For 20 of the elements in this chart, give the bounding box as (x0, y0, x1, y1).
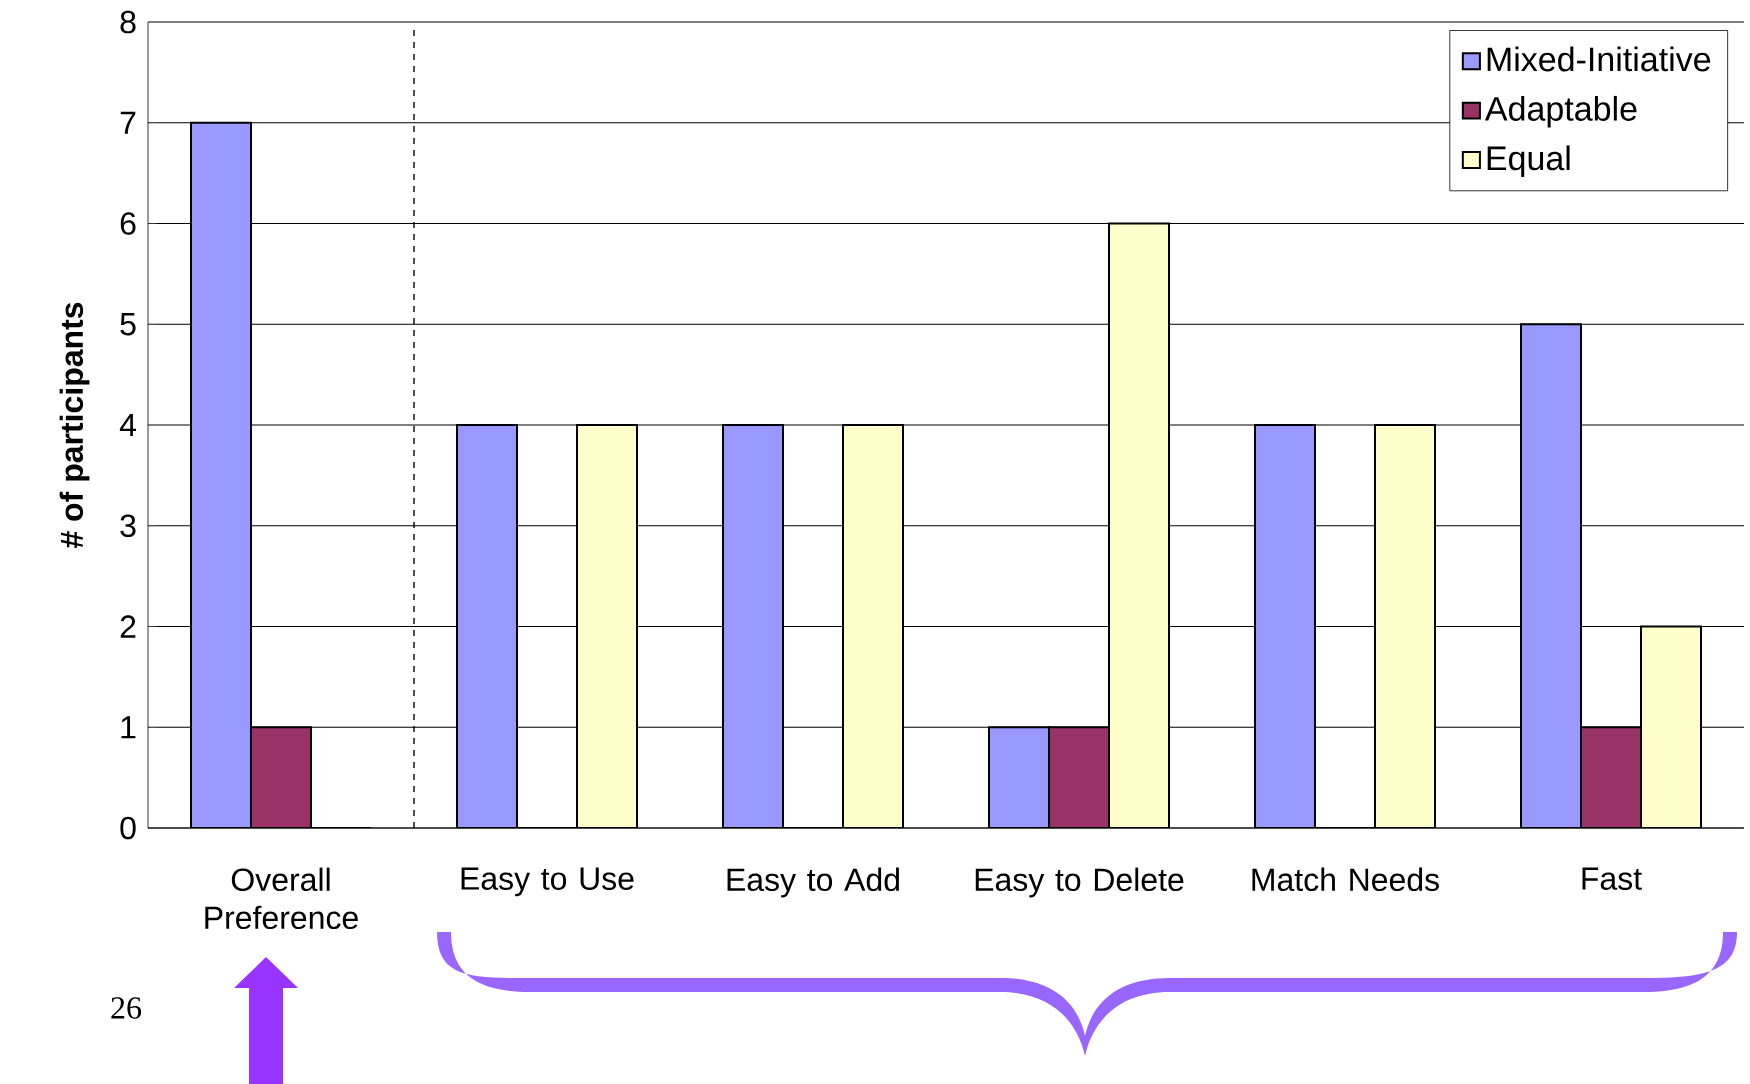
legend-label: Mixed-Initiative (1487, 46, 1711, 72)
y-tick-label: 4 (119, 414, 136, 437)
x-tick-label: Fast (1582, 867, 1642, 890)
text: 26 (111, 997, 142, 1019)
y-tick-label: 3 (120, 514, 136, 538)
x-tick-label: Easy to Use (461, 867, 634, 897)
y-tick-label: 1 (121, 716, 136, 739)
y-tick-label: 0 (120, 816, 136, 840)
y-tick-label: 2 (120, 615, 136, 638)
x-tick-label: Match Needs (1252, 867, 1439, 892)
x-tick-label: Easy to Delete (975, 867, 1184, 898)
x-tick-label: Easy to Add (727, 867, 899, 898)
y-tick-label: 8 (120, 10, 136, 34)
legend-label: Equal (1487, 145, 1570, 178)
y-tick-label: 5 (120, 313, 136, 336)
y-tick-label: 6 (120, 212, 136, 235)
x-tick-label: Overall Preference (205, 867, 358, 930)
legend-label: Adaptable (1484, 95, 1637, 128)
y-tick-label: 7 (120, 111, 136, 134)
y-axis-title: # of participants (59, 302, 90, 549)
